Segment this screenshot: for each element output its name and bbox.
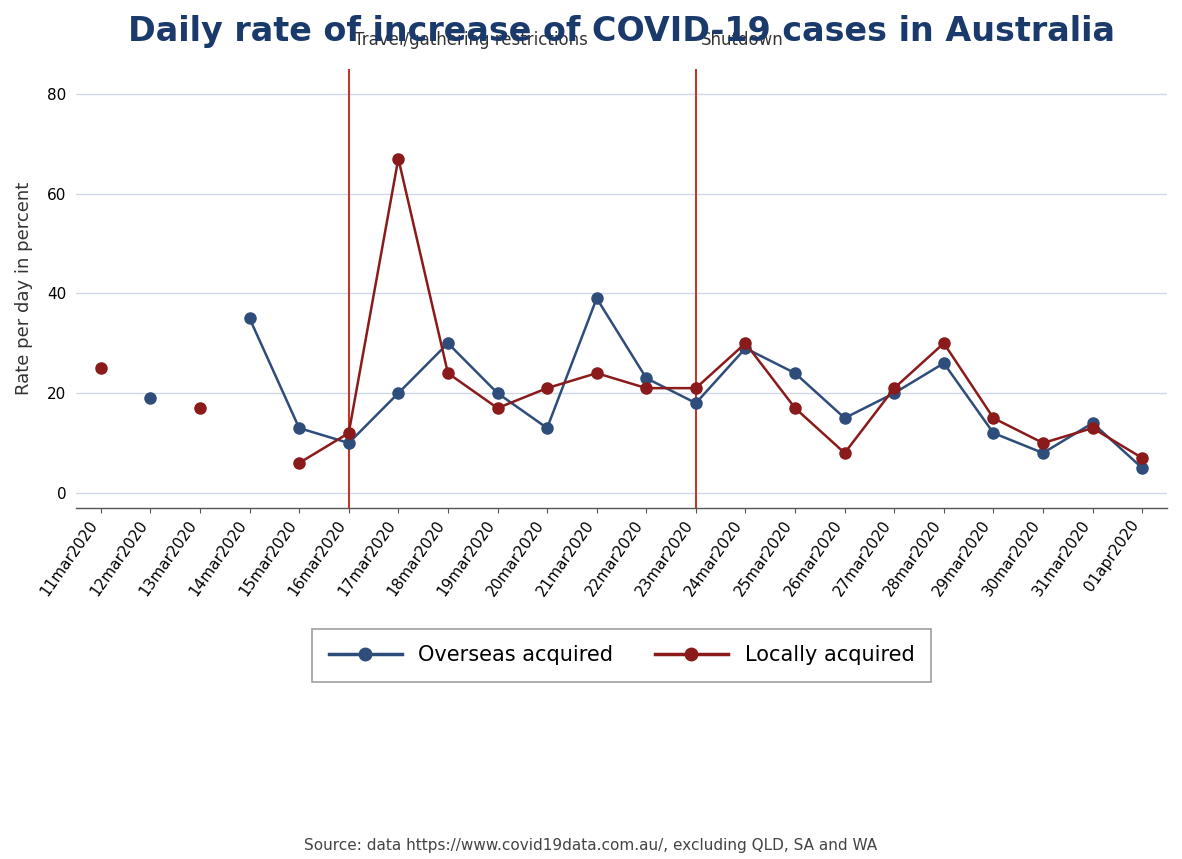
Overseas acquired <box>639 373 654 383</box>
Overseas acquired <box>788 368 803 378</box>
Overseas acquired <box>986 428 1000 438</box>
Locally acquired <box>1085 423 1099 433</box>
Y-axis label: Rate per day in percent: Rate per day in percent <box>15 182 33 395</box>
Locally acquired <box>689 383 703 393</box>
Locally acquired <box>1035 438 1050 448</box>
Overseas acquired <box>1035 448 1050 458</box>
Locally acquired <box>739 338 753 349</box>
Locally acquired <box>838 448 852 458</box>
Overseas acquired <box>838 413 852 423</box>
Locally acquired <box>342 428 356 438</box>
Locally acquired <box>540 383 554 393</box>
Locally acquired <box>888 383 902 393</box>
Overseas acquired <box>888 388 902 399</box>
Title: Daily rate of increase of COVID-19 cases in Australia: Daily rate of increase of COVID-19 cases… <box>128 15 1115 48</box>
Locally acquired <box>93 363 108 374</box>
Overseas acquired <box>937 358 952 369</box>
Locally acquired <box>1135 453 1149 463</box>
Locally acquired <box>491 403 505 413</box>
Overseas acquired <box>739 343 753 353</box>
Overseas acquired <box>143 393 157 403</box>
Text: Shutdown: Shutdown <box>701 31 784 49</box>
Overseas acquired <box>242 314 256 324</box>
Locally acquired <box>937 338 952 349</box>
Line: Locally acquired: Locally acquired <box>96 153 1148 468</box>
Overseas acquired <box>391 388 405 399</box>
Overseas acquired <box>540 423 554 433</box>
Overseas acquired <box>1135 463 1149 473</box>
Locally acquired <box>590 368 604 378</box>
Locally acquired <box>986 413 1000 423</box>
Locally acquired <box>639 383 654 393</box>
Locally acquired <box>193 403 207 413</box>
Overseas acquired <box>1085 418 1099 429</box>
Locally acquired <box>441 368 455 378</box>
Line: Overseas acquired: Overseas acquired <box>145 293 1148 473</box>
Locally acquired <box>391 154 405 164</box>
Overseas acquired <box>491 388 505 399</box>
Text: Source: data https://www.covid19data.com.au/, excluding QLD, SA and WA: Source: data https://www.covid19data.com… <box>305 838 877 853</box>
Text: Travel/gathering restrictions: Travel/gathering restrictions <box>353 31 587 49</box>
Overseas acquired <box>689 398 703 408</box>
Overseas acquired <box>441 338 455 349</box>
Legend: Overseas acquired, Locally acquired: Overseas acquired, Locally acquired <box>312 629 931 682</box>
Locally acquired <box>292 458 306 468</box>
Locally acquired <box>788 403 803 413</box>
Overseas acquired <box>590 293 604 303</box>
Overseas acquired <box>342 438 356 448</box>
Overseas acquired <box>292 423 306 433</box>
